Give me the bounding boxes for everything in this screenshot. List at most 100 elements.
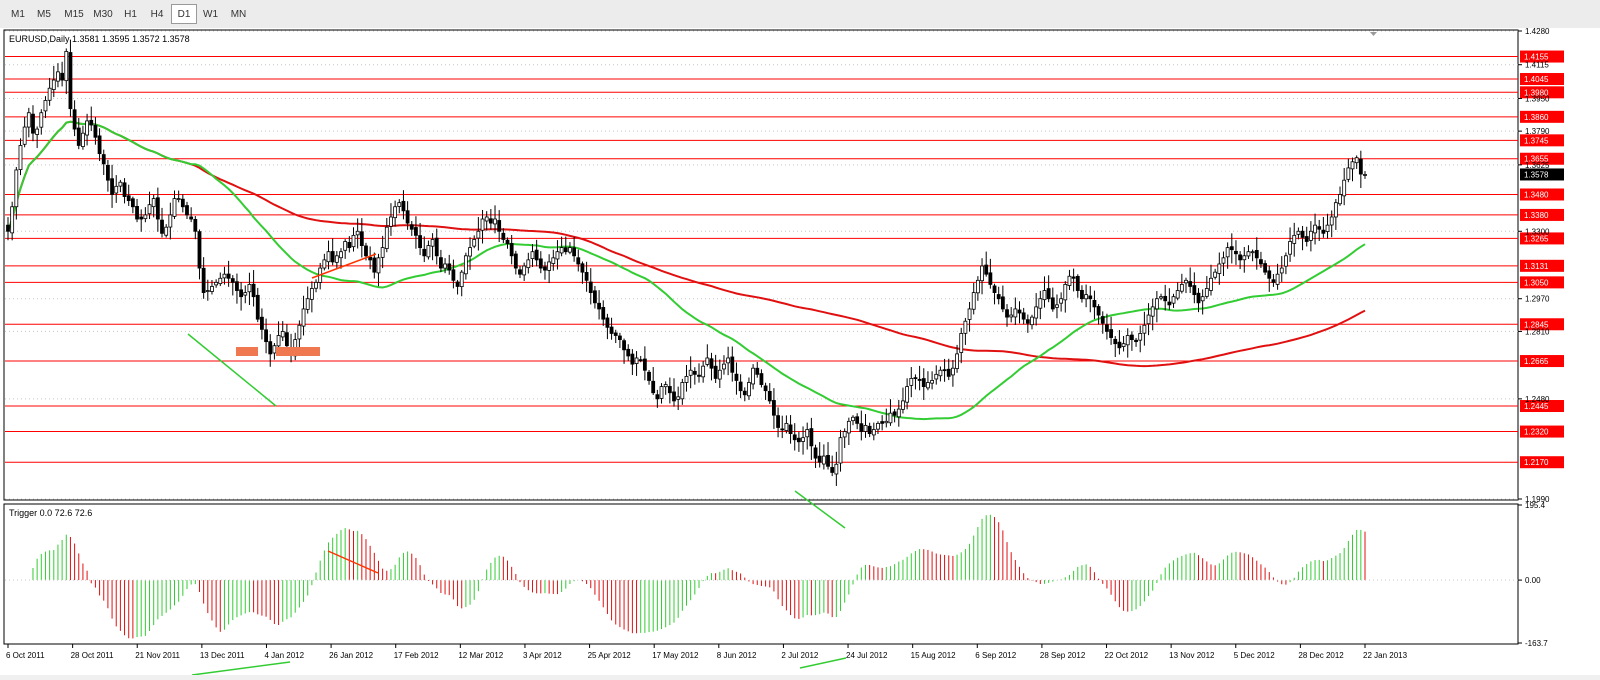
timeframe-h4-button[interactable]: H4 xyxy=(150,9,164,20)
candle-bull xyxy=(376,257,381,274)
candle-bear xyxy=(917,378,922,381)
candle-bear xyxy=(651,380,656,394)
candle-bear xyxy=(1105,324,1109,332)
candle-bull xyxy=(272,345,277,354)
candle-bull xyxy=(951,367,955,376)
candle-bear xyxy=(89,119,94,126)
chart-area[interactable]: 1.4155 1.4045 1.3980 1.3860 1.3745 1.3655 1.34… xyxy=(0,27,1600,676)
candle-bull xyxy=(22,126,27,145)
candle-bear xyxy=(796,437,801,443)
y-tick-label: 1.3625 xyxy=(1525,161,1550,170)
candle-bear xyxy=(1017,309,1022,314)
chart-svg[interactable]: 1.4155 1.4045 1.3980 1.3860 1.3745 1.3655 1.34… xyxy=(0,27,1600,676)
x-tick-label: 3 Apr 2012 xyxy=(523,651,562,660)
sr-price-tag xyxy=(1520,400,1564,413)
candle-bull xyxy=(1154,298,1159,310)
x-tick-label: 8 Jun 2012 xyxy=(717,651,757,660)
timeframe-mn-button[interactable]: MN xyxy=(230,9,247,20)
candle-bull xyxy=(322,259,327,269)
candle-bear xyxy=(1304,236,1309,242)
candle-bull xyxy=(10,206,15,234)
candle-bull xyxy=(1284,255,1288,267)
candle-bear xyxy=(563,247,568,253)
candle-bull xyxy=(1221,257,1226,264)
timeframe-m1-button[interactable]: M1 xyxy=(11,9,25,20)
candle-bull xyxy=(805,429,810,438)
candle-bear xyxy=(792,434,797,441)
candle-bear xyxy=(1075,275,1080,291)
candle-bull xyxy=(1292,234,1297,244)
candle-bear xyxy=(418,235,422,249)
candle-bull xyxy=(909,378,914,386)
candle-bear xyxy=(268,341,273,355)
candle-bull xyxy=(301,308,306,327)
candle-bull xyxy=(1171,296,1176,304)
candle-bear xyxy=(1196,292,1201,304)
candle-bear xyxy=(455,281,460,287)
chart-shift-marker-icon[interactable] xyxy=(1370,32,1377,36)
candle-bull xyxy=(280,331,285,338)
candle-bear xyxy=(780,428,785,431)
candle-bull xyxy=(967,308,972,320)
candle-bull xyxy=(884,420,889,424)
timeframe-h1-button[interactable]: H1 xyxy=(124,9,137,20)
sr-price-tag xyxy=(1520,86,1564,99)
candle-bull xyxy=(81,132,85,147)
candle-bull xyxy=(1354,157,1359,164)
candle-bull xyxy=(980,265,984,282)
candle-bear xyxy=(892,411,897,416)
candle-bear xyxy=(826,455,830,467)
candle-bull xyxy=(963,320,968,334)
sr-price-label: 1.3860 xyxy=(1524,113,1549,122)
candle-bear xyxy=(880,421,885,424)
candle-bull xyxy=(176,198,181,200)
candle-bear xyxy=(93,124,98,138)
candle-bear xyxy=(817,455,822,463)
candle-bear xyxy=(1271,279,1276,283)
candle-bear xyxy=(772,400,776,416)
ma-slow-line xyxy=(7,120,1366,368)
candle-bear xyxy=(513,253,518,269)
sr-price-tag xyxy=(1520,134,1564,147)
y-tick-label: 1.4115 xyxy=(1525,61,1549,70)
candle-bull xyxy=(784,422,789,431)
moving-averages xyxy=(7,120,1366,421)
x-tick-label: 22 Jan 2013 xyxy=(1363,651,1408,660)
candle-bull xyxy=(684,375,689,383)
candle-bull xyxy=(1013,308,1018,318)
candle-bull xyxy=(35,128,40,135)
timeframe-w1-button[interactable]: W1 xyxy=(203,9,218,20)
candle-bear xyxy=(1088,295,1093,300)
candle-bull xyxy=(1121,343,1126,347)
timeframe-m15-button[interactable]: M15 xyxy=(64,9,84,20)
candle-bull xyxy=(1213,271,1218,278)
candle-bull xyxy=(1363,174,1367,176)
candle-bear xyxy=(580,263,585,273)
candle-bear xyxy=(235,281,239,291)
candle-bull xyxy=(1288,241,1292,255)
candle-bull xyxy=(151,198,156,208)
zone-box xyxy=(298,347,320,356)
candle-bull xyxy=(751,367,756,385)
y-tick-label: 1.1990 xyxy=(1525,495,1550,504)
timeframe-d1-button[interactable]: D1 xyxy=(171,4,197,24)
sr-price-label: 1.2445 xyxy=(1524,402,1549,411)
sr-price-tag xyxy=(1520,50,1564,63)
candle-bear xyxy=(518,269,522,275)
candle-bull xyxy=(568,247,572,253)
candle-bull xyxy=(959,333,964,353)
timeframe-m5-button[interactable]: M5 xyxy=(37,9,51,20)
candle-bull xyxy=(846,420,851,434)
timeframe-m30-button[interactable]: M30 xyxy=(93,9,113,20)
candle-bull xyxy=(389,216,393,227)
candle-bull xyxy=(484,216,489,222)
sr-price-label: 1.4155 xyxy=(1524,53,1549,62)
candle-bear xyxy=(197,231,202,269)
candle-bear xyxy=(593,290,597,304)
candle-bull xyxy=(1217,263,1222,274)
candle-bear xyxy=(1267,270,1272,279)
candle-bull xyxy=(39,112,44,128)
candle-bull xyxy=(222,273,227,279)
candle-bull xyxy=(1146,314,1151,325)
candle-bear xyxy=(372,257,377,273)
